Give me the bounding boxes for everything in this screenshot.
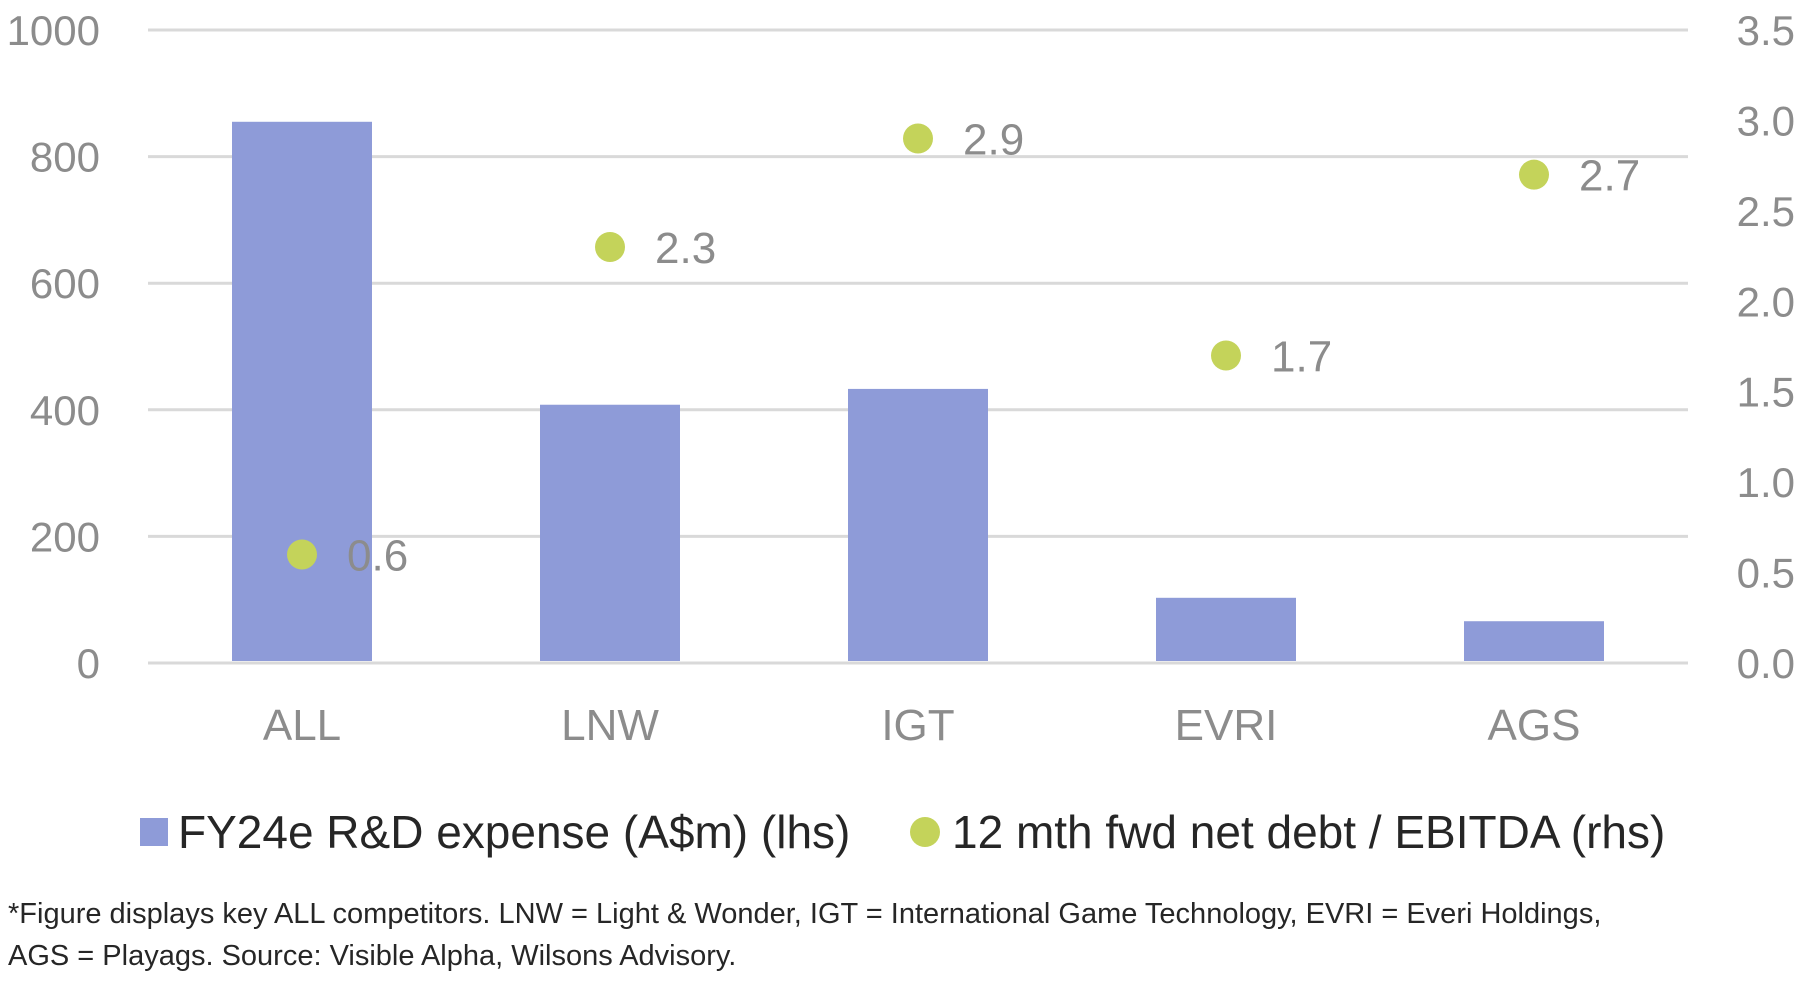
right-tick-label: 2.5	[1737, 188, 1795, 235]
left-tick-label: 1000	[7, 7, 100, 54]
bar-evri	[1156, 597, 1296, 661]
category-label-all: ALL	[263, 701, 341, 750]
point-ags	[1519, 159, 1549, 190]
legend-swatch-dot	[910, 817, 940, 847]
left-tick-label: 200	[30, 513, 100, 560]
point-lnw	[595, 232, 625, 263]
category-label-igt: IGT	[881, 701, 954, 750]
legend: FY24e R&D expense (A$m) (lhs) 12 mth fwd…	[0, 805, 1800, 865]
right-tick-label: 1.5	[1737, 369, 1795, 416]
data-label-igt: 2.9	[963, 116, 1024, 165]
bar-ags	[1464, 621, 1604, 661]
legend-item-dot: 12 mth fwd net debt / EBITDA (rhs)	[910, 805, 1665, 859]
data-label-lnw: 2.3	[655, 224, 716, 273]
left-tick-label: 0	[77, 640, 100, 687]
chart: 0 200 400 600 800 1000 0.0 0.5 1.0 1.5 2.0 2.5 3.0 3…	[7, 7, 1795, 750]
data-label-evri: 1.7	[1271, 333, 1332, 382]
bar-igt	[848, 388, 988, 661]
footnote-line-1: *Figure displays key ALL competitors. LN…	[8, 898, 1602, 930]
footnote: *Figure displays key ALL competitors. LN…	[8, 893, 1788, 977]
point-evri	[1211, 340, 1241, 371]
bar-series	[148, 121, 1688, 665]
left-axis-ticks: 0 200 400 600 800 1000	[7, 7, 100, 687]
bar-all	[232, 121, 372, 661]
footnote-line-2: AGS = Playags. Source: Visible Alpha, Wi…	[8, 940, 737, 972]
right-tick-label: 3.5	[1737, 7, 1795, 54]
legend-swatch-bar	[140, 818, 168, 846]
left-tick-label: 400	[30, 387, 100, 434]
legend-label-bar: FY24e R&D expense (A$m) (lhs)	[178, 806, 851, 858]
data-label-ags: 2.7	[1579, 152, 1640, 201]
left-tick-label: 800	[30, 134, 100, 181]
bar-lnw	[540, 404, 680, 661]
category-axis: ALL LNW IGT EVRI AGS	[263, 701, 1581, 750]
right-axis-ticks: 0.0 0.5 1.0 1.5 2.0 2.5 3.0 3.5	[1737, 7, 1795, 687]
category-label-lnw: LNW	[561, 701, 659, 750]
right-tick-label: 0.5	[1737, 550, 1795, 597]
point-igt	[903, 123, 933, 154]
scatter-series: 0.6 2.3 2.9 1.7 2.7	[287, 116, 1640, 580]
right-tick-label: 2.0	[1737, 278, 1795, 325]
point-all	[287, 539, 317, 570]
right-tick-label: 1.0	[1737, 459, 1795, 506]
category-label-evri: EVRI	[1175, 701, 1278, 750]
right-tick-label: 0.0	[1737, 640, 1795, 687]
right-tick-label: 3.0	[1737, 97, 1795, 144]
left-tick-label: 600	[30, 260, 100, 307]
category-label-ags: AGS	[1488, 701, 1581, 750]
legend-item-bar: FY24e R&D expense (A$m) (lhs)	[140, 805, 850, 859]
legend-label-dot: 12 mth fwd net debt / EBITDA (rhs)	[952, 806, 1666, 858]
data-label-all: 0.6	[347, 531, 408, 580]
